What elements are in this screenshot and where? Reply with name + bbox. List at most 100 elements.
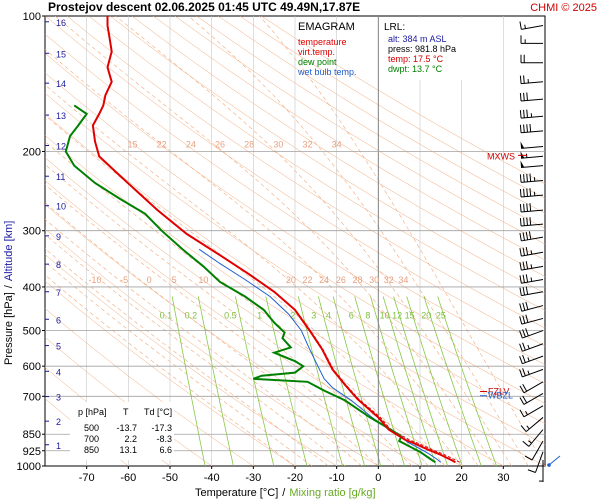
wind-barb-flag	[522, 342, 526, 351]
wind-barb	[519, 173, 544, 183]
mixing-ratio-label: 15	[405, 311, 415, 321]
wind-barb-flag	[522, 384, 528, 392]
wind-barb-pennant	[520, 151, 525, 159]
wind-barb-staff	[522, 343, 544, 352]
wind-barb-staff	[522, 368, 544, 378]
altitude-tick-label: 16	[56, 18, 66, 28]
wind-barb-flag	[526, 217, 528, 226]
moist-adiabat-line	[45, 218, 362, 466]
wind-barb	[519, 328, 544, 339]
table-cell: 700	[84, 434, 99, 444]
table-cell: 500	[84, 423, 99, 433]
moist-adiabat-line	[45, 202, 379, 466]
wind-barb-flag	[522, 395, 528, 404]
table-cell: 850	[84, 445, 99, 455]
wind-barb	[527, 451, 544, 473]
moist-adiabat-label: 20	[286, 275, 296, 285]
pressure-tick-label: 400	[23, 282, 41, 294]
mixing-ratio-label: 0.1	[160, 311, 173, 321]
wind-barb-flag	[529, 217, 532, 226]
dry-adiabat-line	[45, 72, 545, 404]
legend-title: EMAGRAM	[298, 21, 355, 33]
temperature-tick-label: -50	[162, 472, 178, 484]
wind-barb-flag	[519, 343, 523, 352]
wind-barb-flag	[523, 203, 525, 212]
y-axis-title: Pressure [hPa] / Altitude [km]	[3, 221, 15, 365]
temperature-tick-label: -10	[329, 472, 345, 484]
wind-barb	[520, 160, 544, 169]
mixing-ratio-label: 0.2	[185, 311, 198, 321]
wet-bulb-series-line	[198, 248, 442, 463]
wind-barb	[520, 141, 544, 149]
wind-barb	[519, 368, 544, 378]
wind-barb	[519, 75, 544, 85]
table-cell: -8.3	[156, 434, 172, 444]
pressure-tick-label: 100	[23, 11, 41, 23]
dry-adiabat-line	[66, 16, 545, 329]
pressure-tick-label: 600	[23, 361, 41, 373]
mixing-ratio-line	[171, 296, 206, 466]
wind-barb-flag	[522, 368, 526, 376]
wind-barb-flag	[525, 231, 529, 240]
mixing-ratio-label: 8	[365, 311, 370, 321]
wind-barb-flag	[519, 188, 522, 198]
mixing-ratio-label: 0.5	[224, 311, 237, 321]
moist-adiabat-line	[45, 261, 312, 466]
mxws-label: MXWS	[487, 151, 515, 161]
wind-barb	[520, 35, 543, 44]
moist-adiabat-line	[45, 114, 446, 466]
moist-adiabat-label: -10	[88, 275, 101, 285]
altitude-tick-label: 15	[56, 49, 66, 59]
moist-adiabat-line	[45, 184, 396, 466]
moist-adiabat-label: -5	[120, 275, 128, 285]
wind-barb-flag	[522, 261, 525, 270]
wind-barb-flag	[519, 21, 522, 30]
table-cell: 13.1	[119, 445, 137, 455]
wind-barb-pennant	[520, 141, 525, 149]
mixing-ratio-line	[265, 296, 308, 466]
wind-barb-flag	[526, 203, 528, 212]
wind-barb-flag	[525, 314, 529, 323]
wind-barb-flag	[526, 124, 528, 133]
dry-adiabat-line	[110, 16, 545, 294]
mixing-ratio-line	[393, 296, 449, 466]
wind-barb-flag	[519, 217, 522, 227]
wind-barb-flag	[519, 369, 523, 378]
pressure-tick-label: 500	[23, 326, 41, 338]
temperature-tick-label: -70	[79, 472, 95, 484]
mixing-ratio-label: 3	[311, 311, 316, 321]
altitude-tick-label: 14	[56, 79, 66, 89]
wind-barb	[522, 429, 544, 447]
wind-barb-flag	[523, 217, 525, 226]
wind-barb-staff	[521, 130, 544, 134]
temperature-tick-label: 10	[414, 472, 426, 484]
altitude-tick-label: 5	[56, 342, 61, 352]
table-cell: 2.2	[124, 434, 137, 444]
wind-barb-flag	[522, 354, 526, 363]
surface-wind-dot	[547, 463, 551, 467]
wind-barb-flag	[519, 248, 522, 257]
wind-barb	[519, 301, 544, 312]
wind-barb	[519, 342, 544, 352]
wind-barb-flag	[522, 247, 525, 256]
wind-barb	[519, 286, 544, 297]
moist-adiabat-line	[45, 248, 329, 466]
wind-barb-flag	[527, 469, 536, 473]
dry-adiabat-line	[45, 92, 545, 424]
mixing-ratio-line	[406, 296, 463, 466]
wind-barb-flag	[522, 232, 525, 241]
altitude-tick-label: 4	[56, 367, 61, 377]
wind-barb	[519, 92, 544, 102]
legend-item-wet-bulb: wet bulb temp.	[297, 67, 357, 77]
dry-adiabat-line	[174, 16, 545, 245]
moist-adiabat-label: 22	[302, 275, 312, 285]
table-cell: -13.7	[116, 423, 137, 433]
wind-barb-staff	[535, 451, 544, 473]
altitude-tick-label: 1	[56, 441, 61, 451]
wind-barb-flag	[525, 328, 529, 337]
wind-barb-flag	[523, 124, 525, 133]
mixing-ratio-line	[423, 296, 482, 466]
pressure-tick-label: 850	[23, 429, 41, 441]
mixing-ratio-line	[235, 296, 275, 466]
